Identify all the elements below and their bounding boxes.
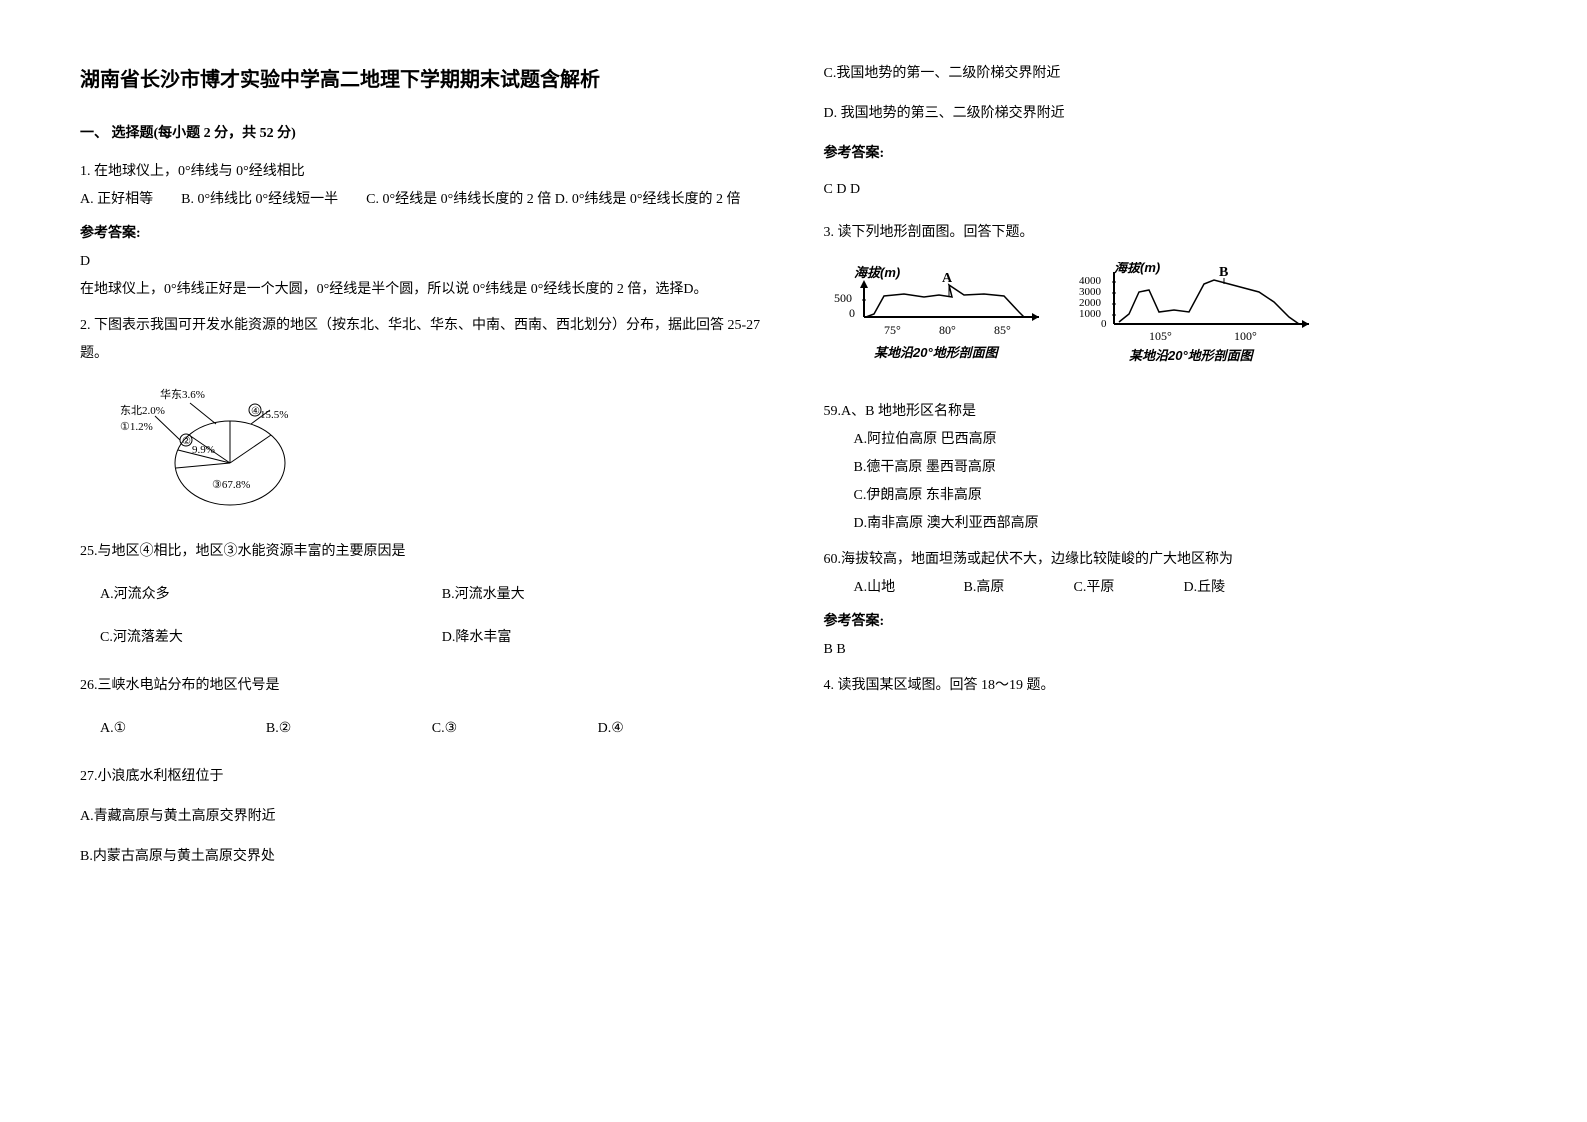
q27-opt-c: C.我国地势的第一、二级阶梯交界附近 bbox=[824, 60, 1508, 88]
profileA-xtick2: 80° bbox=[939, 323, 956, 337]
q26-opt-b: B.② bbox=[266, 715, 432, 743]
profile-charts: 海拔(m) 500 0 A 75° 80° 85° 某地沿20°地形剖面 bbox=[824, 262, 1508, 383]
q25-opt-b: B.河流水量大 bbox=[442, 581, 525, 609]
q60-answer: B B bbox=[824, 636, 1508, 664]
q27-stem: 27.小浪底水利枢纽位于 bbox=[80, 763, 764, 791]
q60-opt-a: A.山地 bbox=[854, 574, 964, 602]
pie-label-3: ③67.8% bbox=[212, 479, 250, 491]
q27-opt-d: D. 我国地势的第三、二级阶梯交界附近 bbox=[824, 100, 1508, 128]
profile-chart-b: 海拔(m) 4000 3000 2000 1000 0 B bbox=[1074, 262, 1324, 383]
question-26: 26.三峡水电站分布的地区代号是 A.① B.② C.③ D.④ bbox=[80, 672, 764, 743]
profileA-xtick1: 75° bbox=[884, 323, 901, 337]
q27-answer: C D D bbox=[824, 176, 1508, 204]
question-27: 27.小浪底水利枢纽位于 A.青藏高原与黄土高原交界附近 B.内蒙古高原与黄土高… bbox=[80, 763, 764, 871]
q1-options-row1: A. 正好相等 B. 0°纬线比 0°经线短一半 C. 0°经线是 0°纬线长度… bbox=[80, 186, 764, 214]
q60-opt-b: B.高原 bbox=[964, 574, 1074, 602]
q2-stem: 2. 下图表示我国可开发水能资源的地区（按东北、华北、华东、中南、西南、西北划分… bbox=[80, 312, 764, 368]
pie-chart: 华东3.6% 东北2.0% ①1.2% 15.5% ④ 9.9% ② ③67.8… bbox=[120, 388, 320, 518]
profileB-xtick2: 100° bbox=[1234, 329, 1257, 343]
profileA-ytick1: 500 bbox=[834, 291, 852, 305]
pie-label-2: 9.9% bbox=[192, 444, 215, 456]
document-title: 湖南省长沙市博才实验中学高二地理下学期期末试题含解析 bbox=[80, 60, 764, 100]
q1-opt-a: A. 正好相等 bbox=[80, 192, 153, 207]
q4-stem: 4. 读我国某区域图。回答 18～19 题。 bbox=[824, 672, 1508, 700]
question-3: 3. 读下列地形剖面图。回答下题。 bbox=[824, 219, 1508, 247]
pie-label-dongbei: 东北2.0% bbox=[120, 404, 165, 417]
pie-label-1: ①1.2% bbox=[120, 421, 153, 433]
q27-answer-label: 参考答案: bbox=[824, 140, 1508, 168]
profileA-caption: 某地沿20°地形剖面图 bbox=[874, 345, 1000, 360]
q25-opt-c: C.河流落差大 bbox=[100, 624, 442, 652]
pie-circle-2: ② bbox=[182, 436, 191, 447]
section-header: 一、 选择题(每小题 2 分，共 52 分) bbox=[80, 120, 764, 148]
profileB-caption: 某地沿20°地形剖面图 bbox=[1129, 348, 1255, 363]
question-4: 4. 读我国某区域图。回答 18～19 题。 bbox=[824, 672, 1508, 700]
left-column: 湖南省长沙市博才实验中学高二地理下学期期末试题含解析 一、 选择题(每小题 2 … bbox=[80, 60, 764, 1062]
profile-chart-a: 海拔(m) 500 0 A 75° 80° 85° 某地沿20°地形剖面 bbox=[824, 262, 1054, 383]
q59-opt-a: A.阿拉伯高原 巴西高原 bbox=[854, 426, 1508, 454]
profileA-xtick3: 85° bbox=[994, 323, 1011, 337]
question-60: 60.海拔较高，地面坦荡或起伏不大，边缘比较陡峻的广大地区称为 A.山地 B.高… bbox=[824, 546, 1508, 664]
q59-opt-b: B.德干高原 墨西哥高原 bbox=[854, 454, 1508, 482]
q1-answer-label: 参考答案: bbox=[80, 220, 764, 248]
question-2: 2. 下图表示我国可开发水能资源的地区（按东北、华北、华东、中南、西南、西北划分… bbox=[80, 312, 764, 368]
q1-opt-c: C. 0°经线是 0°纬线长度的 2 倍 bbox=[366, 192, 551, 207]
profileB-xtick1: 105° bbox=[1149, 329, 1172, 343]
pie-label-huadong: 华东3.6% bbox=[160, 388, 205, 401]
q26-opt-d: D.④ bbox=[598, 715, 764, 743]
profileB-ylabel: 海拔(m) bbox=[1114, 262, 1160, 275]
profileB-ytick1: 1000 bbox=[1079, 308, 1102, 320]
q60-opt-d: D.丘陵 bbox=[1184, 574, 1294, 602]
q27-opt-a: A.青藏高原与黄土高原交界附近 bbox=[80, 803, 764, 831]
q25-opt-a: A.河流众多 bbox=[100, 581, 442, 609]
profileB-letter: B bbox=[1219, 265, 1228, 280]
q60-answer-label: 参考答案: bbox=[824, 608, 1508, 636]
question-59: 59.A、B 地地形区名称是 A.阿拉伯高原 巴西高原 B.德干高原 墨西哥高原… bbox=[824, 398, 1508, 538]
q59-stem: 59.A、B 地地形区名称是 bbox=[824, 398, 1508, 426]
q25-opt-d: D.降水丰富 bbox=[442, 624, 512, 652]
q26-stem: 26.三峡水电站分布的地区代号是 bbox=[80, 672, 764, 700]
question-25: 25.与地区④相比，地区③水能资源丰富的主要原因是 A.河流众多 B.河流水量大… bbox=[80, 538, 764, 652]
profileA-letter: A bbox=[942, 271, 953, 286]
profileA-ylabel: 海拔(m) bbox=[854, 265, 900, 280]
q26-opt-a: A.① bbox=[100, 715, 266, 743]
q3-stem: 3. 读下列地形剖面图。回答下题。 bbox=[824, 219, 1508, 247]
right-column: C.我国地势的第一、二级阶梯交界附近 D. 我国地势的第三、二级阶梯交界附近 参… bbox=[824, 60, 1508, 1062]
q1-opt-b: B. 0°纬线比 0°经线短一半 bbox=[181, 192, 338, 207]
pie-circle-4: ④ bbox=[251, 406, 260, 417]
question-1: 1. 在地球仪上，0°纬线与 0°经线相比 A. 正好相等 B. 0°纬线比 0… bbox=[80, 158, 764, 304]
q26-opt-c: C.③ bbox=[432, 715, 598, 743]
pie-label-4: 15.5% bbox=[260, 409, 288, 421]
q27-opt-b: B.内蒙古高原与黄土高原交界处 bbox=[80, 843, 764, 871]
profileB-ytick0: 0 bbox=[1101, 318, 1107, 330]
profileA-ytick0: 0 bbox=[849, 306, 855, 320]
q25-stem: 25.与地区④相比，地区③水能资源丰富的主要原因是 bbox=[80, 538, 764, 566]
q60-stem: 60.海拔较高，地面坦荡或起伏不大，边缘比较陡峻的广大地区称为 bbox=[824, 546, 1508, 574]
q59-opt-d: D.南非高原 澳大利亚西部高原 bbox=[854, 510, 1508, 538]
q1-opt-d: D. 0°纬线是 0°经线长度的 2 倍 bbox=[555, 192, 741, 207]
q1-stem: 1. 在地球仪上，0°纬线与 0°经线相比 bbox=[80, 158, 764, 186]
q1-explanation: 在地球仪上，0°纬线正好是一个大圆，0°经线是半个圆，所以说 0°纬线是 0°经… bbox=[80, 276, 764, 304]
q59-opt-c: C.伊朗高原 东非高原 bbox=[854, 482, 1508, 510]
q1-answer: D bbox=[80, 248, 764, 276]
q60-opt-c: C.平原 bbox=[1074, 574, 1184, 602]
